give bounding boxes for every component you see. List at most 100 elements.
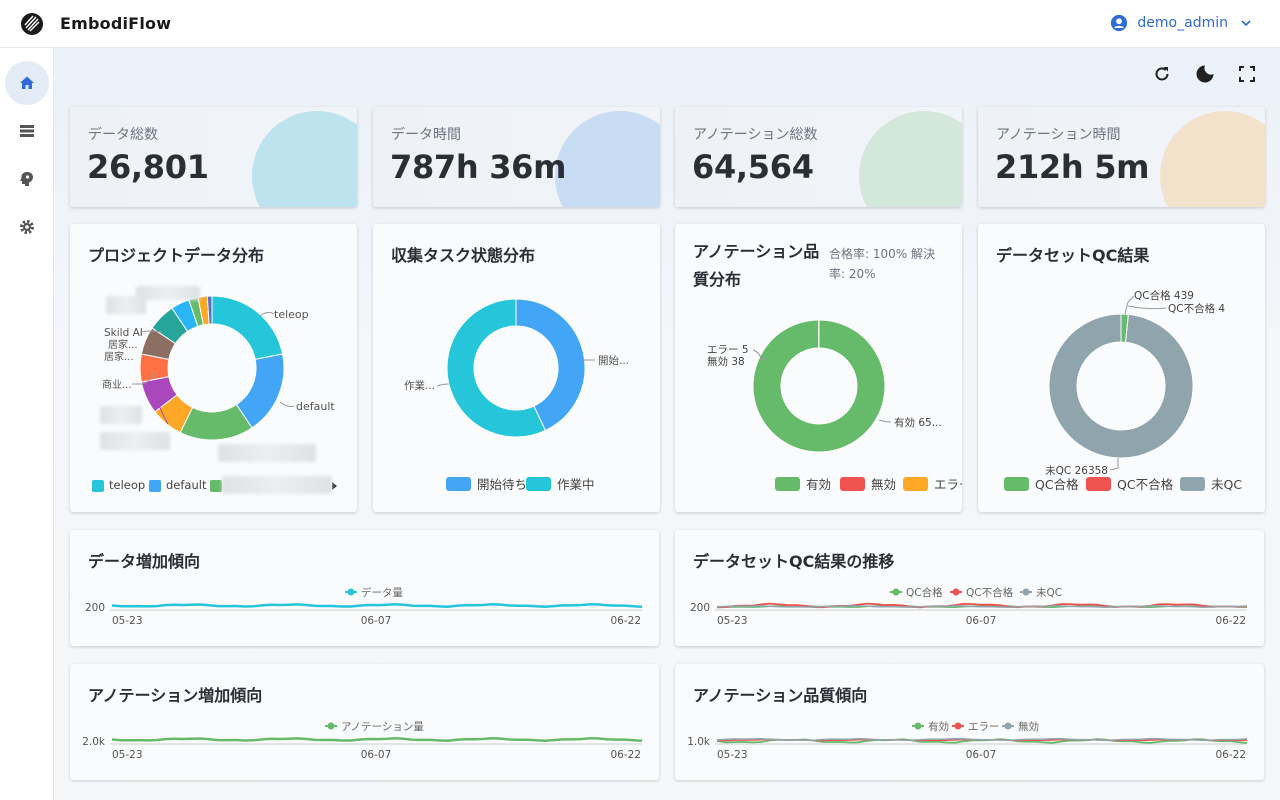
legend-teleop-swatch	[92, 480, 104, 492]
slice-label-working: 作業...	[404, 379, 435, 392]
slice-label-commercial: 商业...	[102, 378, 132, 391]
card-title-line2: 質分布	[693, 270, 742, 289]
stat-label: アノテーション時間	[996, 127, 1121, 143]
slice-label-valid: 有効 65...	[894, 416, 942, 429]
data-trend-line-chart[interactable]: データ量 200 05-23 06-07 06-22	[70, 530, 659, 646]
leader-line	[259, 311, 275, 317]
qc-slice-2	[1048, 313, 1194, 459]
series-line	[716, 605, 1248, 608]
chevron-down-icon	[1241, 20, 1251, 27]
logo-icon	[21, 12, 43, 35]
home-icon	[20, 76, 34, 89]
user-name: demo_admin	[1137, 15, 1228, 31]
slice-label-waiting: 開始...	[598, 354, 629, 367]
stat-label: データ時間	[391, 127, 461, 143]
leader-line	[1109, 458, 1119, 471]
stat-decor-circle	[555, 111, 660, 207]
x-tick-label: 06-07	[966, 615, 997, 627]
legend-default-label: default	[166, 478, 207, 492]
legend-qc-pass-swatch	[1004, 477, 1029, 491]
annotation-quality-trend-line-chart[interactable]: 有効 エラー 無効 1.0k 05-23 06-07 06-22	[675, 664, 1264, 780]
qc-trend-card: データセットQC結果の推移 QC合格 QC不合格 未QC 200 05-23 06-07 0…	[675, 530, 1264, 646]
slice-label-default: default	[296, 400, 335, 413]
legend-marker	[954, 722, 962, 730]
task-status-pie-chart[interactable]: 開始... 作業... 開始待ち 作業中	[373, 224, 660, 512]
card-title: アノテーション品 質分布	[693, 238, 819, 294]
annotation-trend-card: アノテーション増加傾向 アノテーション量 2.0k 05-23 06-07 06-22	[70, 664, 659, 780]
psychology-icon	[20, 172, 33, 186]
annotation-trend-line-chart[interactable]: アノテーション量 2.0k 05-23 06-07 06-22	[70, 664, 659, 780]
stat-label: データ総数	[88, 127, 158, 143]
blurred-legend	[222, 476, 332, 494]
sidebar-item-annotation[interactable]	[5, 157, 49, 201]
refresh-button[interactable]	[1150, 62, 1174, 86]
legend-qc-fail-swatch	[1086, 477, 1111, 491]
annotation-quality-pie-chart[interactable]: エラー 5無効 38 有効 65... 有効 無効 エラー	[675, 224, 962, 512]
slice-label-teleop: teleop	[274, 308, 309, 321]
x-tick-label: 06-22	[1215, 749, 1246, 761]
sidebar-item-settings[interactable]	[5, 205, 49, 249]
legend-other-swatch	[210, 480, 222, 492]
card-title: データ増加傾向	[88, 552, 201, 571]
dark-mode-button[interactable]	[1193, 62, 1217, 86]
slice-label-invalid: 無効 38	[707, 355, 745, 368]
leader-line	[279, 401, 295, 407]
legend-qc-pass-label: QC合格	[1035, 477, 1079, 492]
leader-line	[139, 330, 163, 333]
slice-label-home2: 居家...	[104, 350, 134, 363]
sidebar-item-data[interactable]	[5, 109, 49, 153]
gear-icon	[20, 220, 34, 234]
x-tick-label: 06-07	[361, 749, 392, 761]
refresh-icon	[1155, 67, 1169, 81]
top-bar: EmbodiFlow demo_admin	[0, 0, 1280, 48]
stat-card-annotation-duration: アノテーション時間 212h 5m	[978, 107, 1265, 207]
legend-waiting-label: 開始待ち	[477, 477, 527, 492]
slice-label-qc-fail: QC不合格 4	[1168, 302, 1225, 315]
y-tick-label: 2.0k	[82, 736, 106, 748]
series-line	[716, 737, 1248, 742]
logo[interactable]: EmbodiFlow	[20, 12, 171, 36]
stat-value: 64,564	[692, 148, 814, 186]
legend-no-qc-label: 未QC	[1211, 477, 1242, 492]
stat-value: 787h 36m	[390, 148, 567, 186]
stat-label: アノテーション総数	[693, 127, 818, 143]
y-tick-label: 1.0k	[687, 736, 711, 748]
leader-line	[878, 419, 892, 423]
blurred-label	[136, 286, 200, 300]
legend-marker	[914, 722, 922, 730]
series-line	[111, 603, 643, 609]
task-status-card: 収集タスク状態分布 開始... 作業... 開始待ち 作業中	[373, 224, 660, 512]
x-tick-label: 06-07	[966, 749, 997, 761]
legend-label: QC合格	[906, 586, 943, 599]
card-title: データセットQC結果	[996, 246, 1150, 265]
legend-label: アノテーション量	[341, 721, 424, 733]
legend-marker	[952, 588, 960, 596]
blurred-label	[106, 296, 146, 314]
qc-trend-line-chart[interactable]: QC合格 QC不合格 未QC 200 05-23 06-07 06-22	[675, 530, 1264, 646]
task-slice-0	[515, 298, 586, 432]
fullscreen-button[interactable]	[1235, 62, 1259, 86]
annotation-quality-trend-card: アノテーション品質傾向 有効 エラー 無効 1.0k 05-23 06-07 06-22	[675, 664, 1264, 780]
project-distribution-card: プロジェクトデータ分布 teleop default Skild AI 居家... 居家…	[70, 224, 357, 512]
card-title: アノテーション品質傾向	[693, 686, 868, 705]
legend-invalid-swatch	[840, 477, 865, 491]
series-line	[716, 602, 1248, 609]
storage-icon	[20, 125, 34, 137]
legend-marker	[1022, 588, 1030, 596]
x-tick-label: 06-22	[1215, 615, 1246, 627]
legend-next-arrow-icon	[332, 482, 337, 490]
blurred-label	[218, 444, 316, 462]
leader-line	[436, 383, 450, 387]
sidebar-item-home[interactable]	[5, 61, 49, 105]
legend-label: 未QC	[1036, 587, 1062, 599]
project-slice-11	[206, 295, 213, 325]
legend-marker	[327, 722, 335, 730]
stat-decor-circle	[1160, 111, 1265, 207]
leader-line	[204, 295, 209, 311]
user-menu[interactable]: demo_admin	[1110, 14, 1252, 32]
legend-teleop-label: teleop	[109, 478, 145, 492]
x-tick-label: 06-22	[610, 749, 641, 761]
x-tick-label: 06-07	[361, 615, 392, 627]
